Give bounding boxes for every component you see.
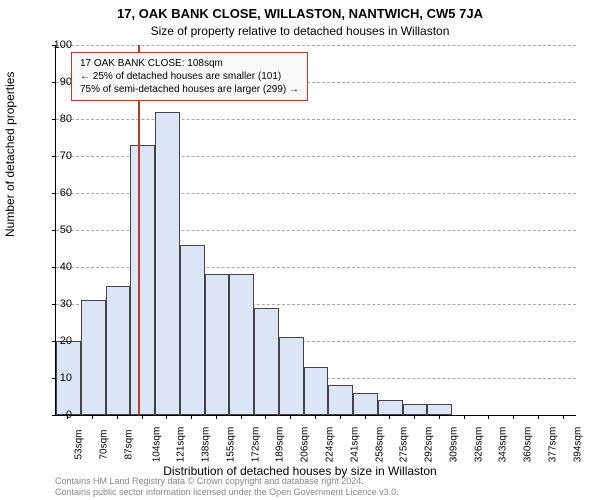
y-tick-label: 10 [32, 372, 72, 384]
x-tick-label: 258sqm [374, 427, 385, 463]
y-tick-label: 80 [32, 113, 72, 125]
x-tick-mark [191, 415, 192, 419]
histogram-bar [353, 393, 378, 415]
x-tick-label: 360sqm [522, 427, 533, 463]
x-tick-mark [92, 415, 93, 419]
x-tick-label: 206sqm [300, 427, 311, 463]
x-tick-mark [464, 415, 465, 419]
x-tick-mark [117, 415, 118, 419]
y-tick-label: 90 [32, 76, 72, 88]
histogram-bar [254, 308, 279, 415]
x-tick-label: 292sqm [423, 427, 434, 463]
x-tick-label: 309sqm [448, 427, 459, 463]
histogram-bar [130, 145, 155, 415]
info-line-larger: 75% of semi-detached houses are larger (… [80, 83, 299, 96]
x-tick-label: 343sqm [498, 427, 509, 463]
x-tick-mark [142, 415, 143, 419]
x-tick-label: 53sqm [74, 429, 85, 459]
footer-attribution: Contains HM Land Registry data © Crown c… [55, 476, 399, 498]
histogram-bar [180, 245, 205, 415]
x-tick-mark [241, 415, 242, 419]
y-tick-label: 60 [32, 187, 72, 199]
x-tick-mark [315, 415, 316, 419]
page-title-address: 17, OAK BANK CLOSE, WILLASTON, NANTWICH,… [0, 6, 600, 21]
x-tick-label: 241sqm [349, 427, 360, 463]
y-axis-label: Number of detached properties [3, 72, 17, 237]
histogram-bar [106, 286, 131, 416]
x-tick-label: 87sqm [123, 429, 134, 459]
y-tick-label: 100 [32, 39, 72, 51]
x-tick-mark [414, 415, 415, 419]
x-tick-mark [439, 415, 440, 419]
x-tick-label: 104sqm [151, 427, 162, 463]
page-subtitle: Size of property relative to detached ho… [0, 24, 600, 38]
histogram-bar [403, 404, 428, 415]
x-tick-label: 377sqm [547, 427, 558, 463]
histogram-bar [229, 274, 254, 415]
y-tick-label: 0 [32, 409, 72, 421]
x-tick-label: 70sqm [99, 429, 110, 459]
grid-line [56, 45, 576, 46]
x-tick-label: 394sqm [572, 427, 583, 463]
x-tick-mark [166, 415, 167, 419]
x-tick-mark [488, 415, 489, 419]
histogram-bar [155, 112, 180, 415]
y-tick-label: 70 [32, 150, 72, 162]
histogram-bar [81, 300, 106, 415]
x-tick-mark [389, 415, 390, 419]
x-tick-label: 275sqm [399, 427, 410, 463]
info-line-size: 17 OAK BANK CLOSE: 108sqm [80, 57, 299, 70]
x-tick-label: 172sqm [250, 427, 261, 463]
x-tick-label: 326sqm [473, 427, 484, 463]
footer-line1: Contains HM Land Registry data © Crown c… [55, 476, 399, 487]
x-tick-mark [365, 415, 366, 419]
x-tick-mark [563, 415, 564, 419]
histogram-bar [378, 400, 403, 415]
x-tick-mark [67, 415, 68, 419]
histogram-bar [328, 385, 353, 415]
x-tick-mark [290, 415, 291, 419]
histogram-bar [205, 274, 230, 415]
y-tick-label: 20 [32, 335, 72, 347]
info-line-smaller: ← 25% of detached houses are smaller (10… [80, 70, 299, 83]
x-tick-mark [216, 415, 217, 419]
footer-line2: Contains public sector information licen… [55, 487, 399, 498]
x-tick-mark [513, 415, 514, 419]
y-tick-label: 40 [32, 261, 72, 273]
x-tick-mark [265, 415, 266, 419]
x-tick-mark [340, 415, 341, 419]
x-tick-label: 138sqm [200, 427, 211, 463]
histogram-bar [427, 404, 452, 415]
x-tick-label: 121sqm [176, 427, 187, 463]
x-tick-label: 155sqm [225, 427, 236, 463]
y-tick-label: 30 [32, 298, 72, 310]
x-tick-label: 224sqm [324, 427, 335, 463]
histogram-bar [279, 337, 304, 415]
histogram-bar [304, 367, 329, 415]
grid-line [56, 119, 576, 120]
x-tick-label: 189sqm [275, 427, 286, 463]
y-tick-label: 50 [32, 224, 72, 236]
property-info-box: 17 OAK BANK CLOSE: 108sqm ← 25% of detac… [71, 52, 308, 101]
x-tick-mark [538, 415, 539, 419]
